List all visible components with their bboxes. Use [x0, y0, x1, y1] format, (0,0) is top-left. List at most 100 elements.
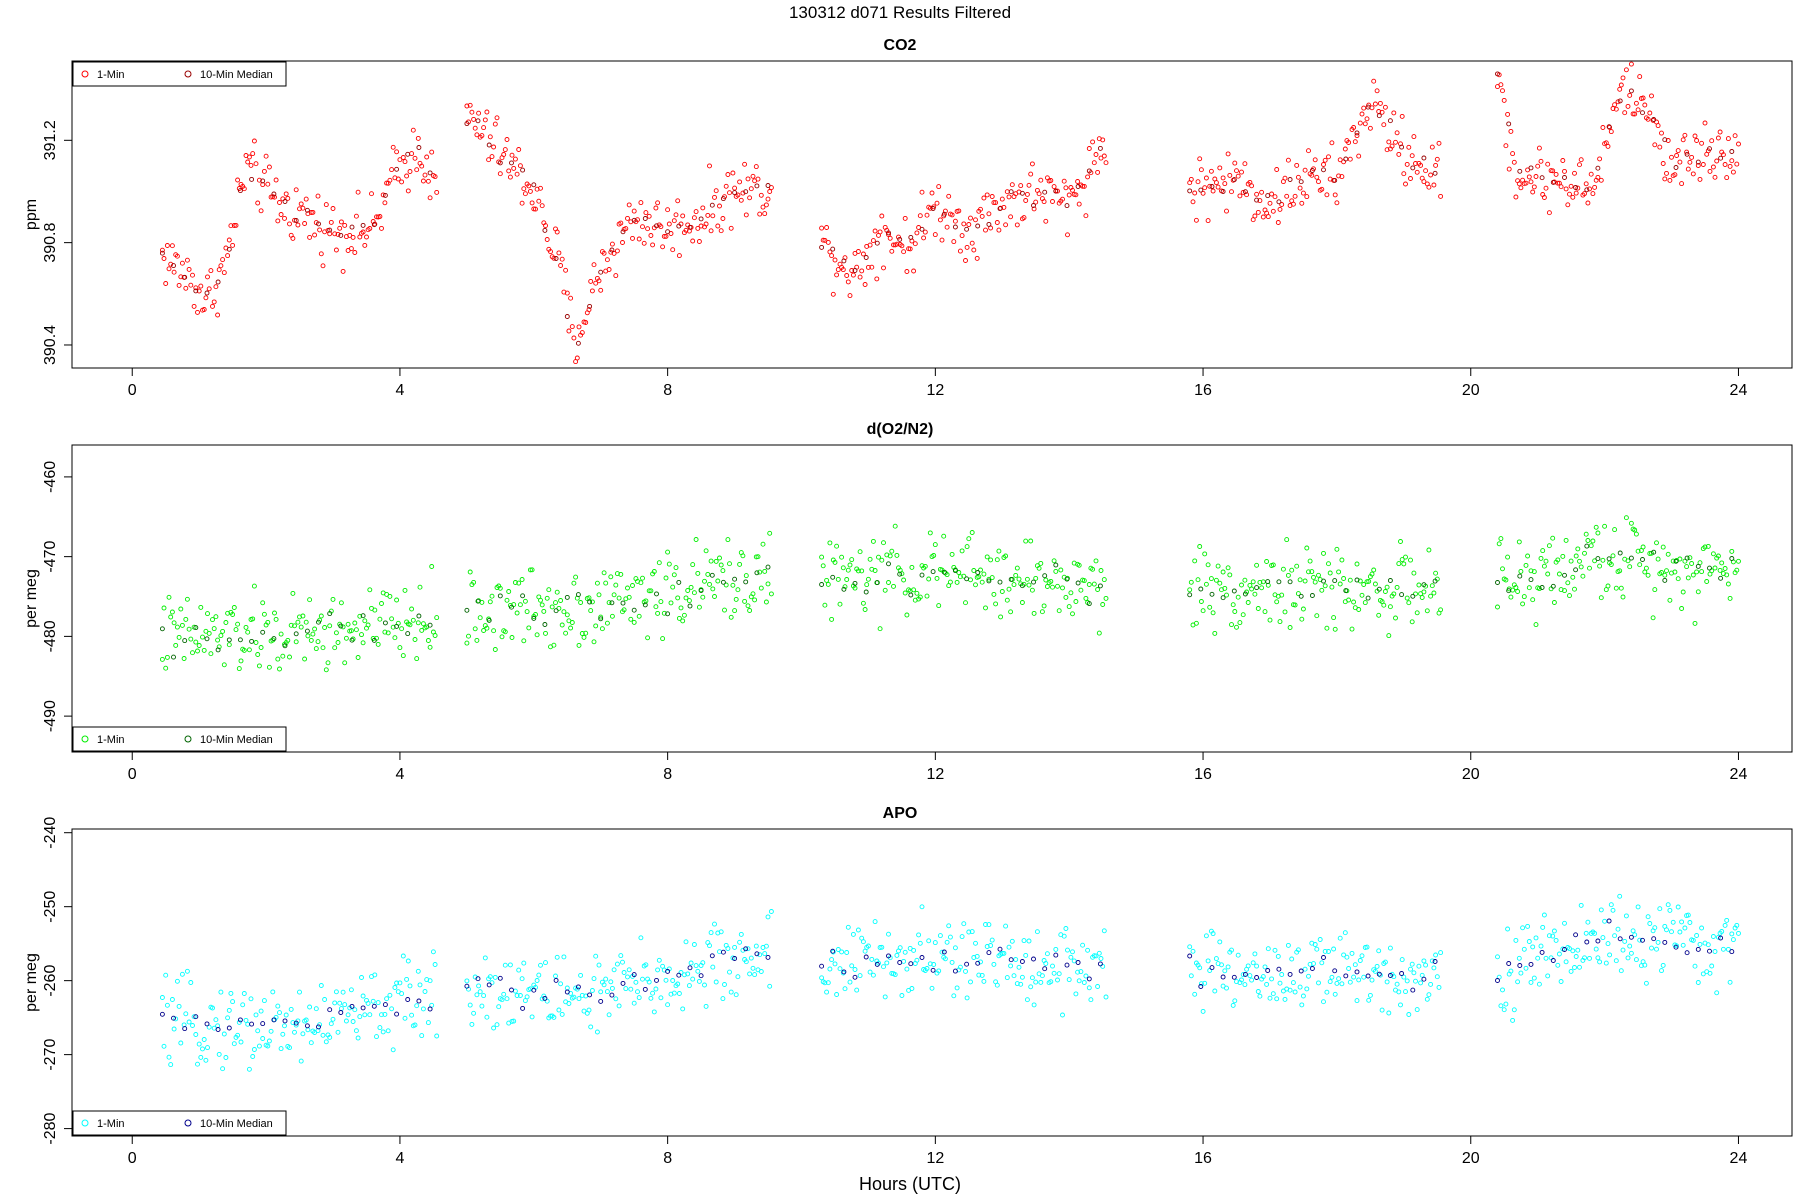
- apo-1min-point: [1685, 912, 1691, 918]
- co2-1min-point: [1399, 113, 1405, 119]
- apo-1min-point: [988, 943, 994, 948]
- apo-median-point: [952, 968, 958, 974]
- apo-1min-point: [1418, 980, 1424, 986]
- o2n2-median-point: [1242, 591, 1248, 597]
- co2-1min-point: [432, 174, 438, 180]
- apo-1min-point: [477, 989, 483, 995]
- co2-median-point: [1528, 165, 1534, 171]
- o2n2-1min-point: [1689, 561, 1695, 566]
- co2-median-point: [1231, 177, 1237, 183]
- co2-1min-point: [1413, 161, 1418, 166]
- apo-1min-point: [266, 1038, 272, 1044]
- co2-1min-point: [1720, 152, 1726, 158]
- o2n2-1min-point: [712, 594, 717, 599]
- co2-1min-point: [855, 249, 861, 254]
- o2n2-1min-point: [1503, 577, 1509, 583]
- apo-1min-point: [969, 929, 975, 935]
- o2n2-1min-point: [300, 613, 306, 619]
- apo-1min-point: [1401, 974, 1407, 980]
- apo-1min-point: [1627, 943, 1633, 949]
- apo-1min-point: [1687, 920, 1693, 925]
- apo-1min-point: [832, 961, 838, 967]
- co2-median-point: [542, 227, 548, 233]
- apo-1min-point: [206, 1024, 212, 1030]
- apo-1min-point: [1326, 949, 1331, 954]
- o2n2-1min-point: [399, 626, 405, 632]
- co2-median-point: [1031, 203, 1036, 208]
- o2n2-1min-point: [238, 658, 244, 664]
- co2-median-point: [642, 216, 648, 221]
- o2n2-1min-point: [743, 573, 749, 579]
- co2-1min-point: [586, 307, 592, 313]
- apo-1min-point: [591, 976, 597, 982]
- o2n2-1min-point: [569, 620, 575, 625]
- co2-median-point: [360, 222, 366, 228]
- co2-1min-point: [472, 125, 478, 131]
- co2-median-point: [1628, 88, 1634, 94]
- co2-median-point: [897, 236, 903, 242]
- co2-median-point: [1606, 124, 1612, 130]
- co2-median-point: [1506, 121, 1512, 127]
- co2-1min-point: [265, 181, 271, 187]
- co2-1min-point: [991, 200, 997, 206]
- o2n2-1min-point: [678, 605, 684, 611]
- co2-1min-point: [1051, 184, 1057, 190]
- co2-1min-point: [1003, 222, 1009, 228]
- apo-1min-point: [380, 1029, 386, 1035]
- apo-median-point: [371, 1003, 377, 1009]
- co2-1min-point: [1543, 185, 1549, 191]
- o2n2-1min-point: [1660, 544, 1666, 550]
- apo-1min-point: [1578, 902, 1584, 908]
- co2-1min-point: [1630, 111, 1636, 117]
- apo-1min-point: [226, 1007, 232, 1013]
- o2n2-1min-point: [1632, 527, 1638, 533]
- o2n2-1min-point: [549, 604, 555, 610]
- co2-1min-point: [367, 226, 373, 231]
- apo-1min-point: [1398, 1002, 1403, 1008]
- apo-1min-point: [434, 1033, 440, 1039]
- co2-median-point: [620, 229, 626, 235]
- co2-1min-point: [604, 257, 610, 263]
- apo-1min-point: [287, 1045, 292, 1051]
- apo-1min-point: [979, 972, 985, 978]
- o2n2-1min-point: [630, 583, 635, 588]
- co2-1min-point: [1655, 123, 1661, 129]
- co2-1min-point: [723, 183, 729, 189]
- co2-1min-point: [323, 202, 329, 208]
- apo-1min-point: [886, 931, 891, 937]
- co2-1min-point: [727, 190, 732, 196]
- o2n2-1min-point: [661, 610, 667, 616]
- o2n2-1min-point: [879, 557, 885, 563]
- co2-1min-point: [1505, 111, 1511, 117]
- apo-1min-point: [427, 978, 433, 984]
- co2-1min-point: [272, 194, 277, 200]
- o2n2-1min-point: [563, 630, 569, 636]
- o2n2-1min-point: [1593, 524, 1599, 530]
- o2n2-1min-point: [343, 635, 349, 641]
- o2n2-median-point: [1019, 583, 1025, 589]
- co2-median-point: [1684, 151, 1690, 157]
- apo-1min-point: [191, 1014, 197, 1020]
- apo-1min-point: [372, 972, 378, 978]
- o2n2-1min-point: [293, 639, 299, 645]
- apo-1min-point: [415, 968, 421, 974]
- apo-1min-point: [499, 997, 505, 1003]
- o2n2-median-point: [897, 571, 903, 577]
- co2-median-point: [598, 269, 604, 275]
- co2-1min-point: [670, 247, 676, 253]
- co2-1min-point: [907, 246, 913, 252]
- apo-1min-point: [1715, 934, 1721, 940]
- apo-1min-point: [1270, 991, 1276, 997]
- o2n2-median-point: [1617, 550, 1623, 556]
- o2n2-1min-point: [1682, 558, 1688, 564]
- apo-1min-point: [1515, 979, 1521, 985]
- co2-1min-point: [1612, 102, 1618, 108]
- co2-median-point: [182, 274, 188, 280]
- co2-1min-point: [425, 178, 431, 184]
- o2n2-1min-point: [722, 607, 727, 613]
- o2n2-1min-point: [588, 608, 594, 614]
- apo-1min-point: [916, 932, 922, 938]
- o2n2-1min-point: [1014, 565, 1020, 571]
- apo-1min-point: [1396, 989, 1402, 995]
- apo-median-point: [497, 975, 503, 981]
